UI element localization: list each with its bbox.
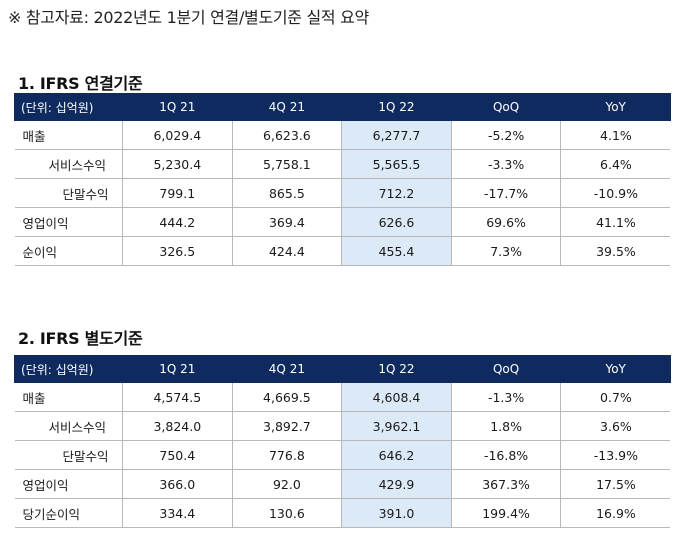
cell-value: 1.8% xyxy=(450,411,562,441)
row-label: 영업이익 xyxy=(14,469,123,499)
cell-value: 69.6% xyxy=(450,207,562,237)
cell-value: 367.3% xyxy=(450,469,562,499)
column-header: QoQ xyxy=(450,93,562,121)
cell-value: -17.7% xyxy=(450,178,562,208)
cell-value: 799.1 xyxy=(122,178,233,208)
row-label: 단말수익 xyxy=(14,178,123,208)
cell-value: 3.6% xyxy=(560,411,671,441)
cell-value: 41.1% xyxy=(560,207,671,237)
table-row: 매출 6,029.4 6,623.6 6,277.7 -5.2% 4.1% xyxy=(14,120,671,150)
column-header: 1Q 22 xyxy=(341,93,452,121)
cell-value: 326.5 xyxy=(122,236,233,266)
column-header: YoY xyxy=(560,355,671,383)
cell-value: 0.7% xyxy=(560,382,671,412)
row-label: 서비스수익 xyxy=(14,411,123,441)
cell-value: -16.8% xyxy=(450,440,562,470)
table-row: 당기순이익 334.4 130.6 391.0 199.4% 16.9% xyxy=(14,498,671,528)
column-header: QoQ xyxy=(450,355,562,383)
cell-value: 3,824.0 xyxy=(122,411,233,441)
column-header: 1Q 21 xyxy=(122,355,233,383)
cell-value: 6.4% xyxy=(560,149,671,179)
cell-value: 6,029.4 xyxy=(122,120,233,150)
section-title-consolidated: 1. IFRS 연결기준 xyxy=(18,74,143,93)
cell-value: -10.9% xyxy=(560,178,671,208)
cell-value-highlighted: 429.9 xyxy=(341,469,452,499)
row-label: 당기순이익 xyxy=(14,498,123,528)
cell-value: -1.3% xyxy=(450,382,562,412)
row-label: 순이익 xyxy=(14,236,123,266)
table-row: 단말수익 799.1 865.5 712.2 -17.7% -10.9% xyxy=(14,178,671,208)
cell-value-highlighted: 5,565.5 xyxy=(341,149,452,179)
table-header-row: (단위: 십억원) 1Q 21 4Q 21 1Q 22 QoQ YoY xyxy=(14,93,671,121)
cell-value: 39.5% xyxy=(560,236,671,266)
table-row: 영업이익 444.2 369.4 626.6 69.6% 41.1% xyxy=(14,207,671,237)
cell-value-highlighted: 712.2 xyxy=(341,178,452,208)
cell-value: 334.4 xyxy=(122,498,233,528)
column-header: 1Q 21 xyxy=(122,93,233,121)
table-header-row: (단위: 십억원) 1Q 21 4Q 21 1Q 22 QoQ YoY xyxy=(14,355,671,383)
row-label: 매출 xyxy=(14,120,123,150)
table-row: 서비스수익 5,230.4 5,758.1 5,565.5 -3.3% 6.4% xyxy=(14,149,671,179)
cell-value-highlighted: 646.2 xyxy=(341,440,452,470)
column-header: 4Q 21 xyxy=(231,355,343,383)
cell-value: 7.3% xyxy=(450,236,562,266)
cell-value: 865.5 xyxy=(231,178,343,208)
cell-value: 750.4 xyxy=(122,440,233,470)
table-row: 서비스수익 3,824.0 3,892.7 3,962.1 1.8% 3.6% xyxy=(14,411,671,441)
cell-value: 444.2 xyxy=(122,207,233,237)
cell-value: 6,623.6 xyxy=(231,120,343,150)
table-row: 단말수익 750.4 776.8 646.2 -16.8% -13.9% xyxy=(14,440,671,470)
cell-value-highlighted: 391.0 xyxy=(341,498,452,528)
cell-value: -3.3% xyxy=(450,149,562,179)
row-label: 영업이익 xyxy=(14,207,123,237)
cell-value: 366.0 xyxy=(122,469,233,499)
table-row: 매출 4,574.5 4,669.5 4,608.4 -1.3% 0.7% xyxy=(14,382,671,412)
row-label: 서비스수익 xyxy=(14,149,123,179)
table-row: 영업이익 366.0 92.0 429.9 367.3% 17.5% xyxy=(14,469,671,499)
cell-value: 776.8 xyxy=(231,440,343,470)
reference-note: ※ 참고자료: 2022년도 1분기 연결/별도기준 실적 요약 xyxy=(8,8,369,27)
section-title-separate: 2. IFRS 별도기준 xyxy=(18,329,143,348)
column-header: 4Q 21 xyxy=(231,93,343,121)
cell-value: 130.6 xyxy=(231,498,343,528)
cell-value-highlighted: 6,277.7 xyxy=(341,120,452,150)
cell-value: -5.2% xyxy=(450,120,562,150)
cell-value: 199.4% xyxy=(450,498,562,528)
cell-value: 92.0 xyxy=(231,469,343,499)
cell-value: 16.9% xyxy=(560,498,671,528)
consolidated-results-table: (단위: 십억원) 1Q 21 4Q 21 1Q 22 QoQ YoY 매출 6… xyxy=(14,93,671,266)
row-label: 매출 xyxy=(14,382,123,412)
cell-value: 4,574.5 xyxy=(122,382,233,412)
column-header: YoY xyxy=(560,93,671,121)
cell-value: 17.5% xyxy=(560,469,671,499)
cell-value: -13.9% xyxy=(560,440,671,470)
cell-value: 5,758.1 xyxy=(231,149,343,179)
separate-results-table: (단위: 십억원) 1Q 21 4Q 21 1Q 22 QoQ YoY 매출 4… xyxy=(14,355,671,528)
row-label: 단말수익 xyxy=(14,440,123,470)
unit-header: (단위: 십억원) xyxy=(14,93,123,121)
cell-value: 4.1% xyxy=(560,120,671,150)
cell-value: 369.4 xyxy=(231,207,343,237)
column-header: 1Q 22 xyxy=(341,355,452,383)
cell-value-highlighted: 455.4 xyxy=(341,236,452,266)
table-row: 순이익 326.5 424.4 455.4 7.3% 39.5% xyxy=(14,236,671,266)
unit-header: (단위: 십억원) xyxy=(14,355,123,383)
cell-value: 4,669.5 xyxy=(231,382,343,412)
cell-value-highlighted: 3,962.1 xyxy=(341,411,452,441)
cell-value-highlighted: 4,608.4 xyxy=(341,382,452,412)
cell-value: 424.4 xyxy=(231,236,343,266)
cell-value-highlighted: 626.6 xyxy=(341,207,452,237)
cell-value: 5,230.4 xyxy=(122,149,233,179)
cell-value: 3,892.7 xyxy=(231,411,343,441)
